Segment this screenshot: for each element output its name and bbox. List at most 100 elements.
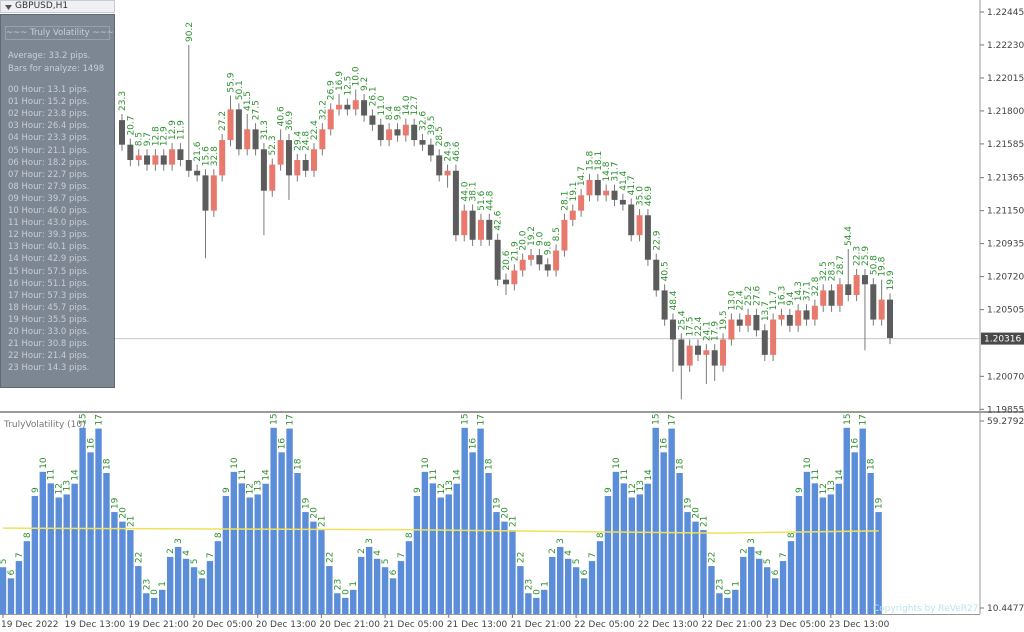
panel-hour-line: 06 Hour: 18.2 pips. — [8, 157, 90, 168]
panel-hour-line: 20 Hour: 33.0 pips. — [8, 327, 90, 337]
bar-label: 2 — [548, 548, 558, 554]
candle-label: 14.8 — [602, 161, 612, 181]
candle-body — [611, 190, 618, 200]
bar — [604, 495, 612, 614]
bar — [238, 483, 245, 614]
panel-hour-line: 22 Hour: 21.4 pips. — [8, 351, 90, 362]
bar — [119, 521, 126, 614]
candle-body — [127, 144, 134, 161]
candle-body — [528, 255, 535, 260]
bar-label: 17 — [477, 414, 487, 425]
bar — [763, 567, 771, 614]
candle-label: 11.9 — [176, 120, 186, 140]
bar — [541, 589, 548, 614]
bar — [198, 578, 206, 614]
bar — [246, 497, 253, 614]
candle-body — [269, 164, 276, 191]
bar-label: 16 — [469, 438, 479, 450]
bar — [87, 452, 94, 614]
bar-label: 13 — [636, 480, 646, 491]
bar-label: 3 — [556, 538, 566, 544]
bar-label: 12 — [819, 483, 829, 494]
bar-label: 8 — [23, 532, 33, 538]
bar-label: 17 — [286, 414, 296, 425]
candle-label: 29.4 — [293, 131, 303, 151]
bar-label: 11 — [811, 469, 821, 480]
bar-label: 11 — [238, 469, 248, 480]
y-tick-label: 1.21800 — [987, 107, 1024, 117]
panel-hour-line: 13 Hour: 40.1 pips. — [8, 242, 90, 253]
candle-label: 42.6 — [494, 210, 504, 230]
bar — [716, 593, 723, 614]
bar — [174, 546, 182, 614]
bar-label: 7 — [397, 552, 407, 558]
bar-label: 22 — [134, 552, 144, 563]
bar-label: 16 — [851, 438, 861, 450]
bar — [453, 483, 460, 614]
candle-label: 32.2 — [318, 100, 328, 120]
candle-body — [561, 219, 568, 251]
candle-body — [770, 319, 777, 355]
candle-body — [427, 144, 434, 156]
bar — [787, 541, 795, 614]
x-tick-label: 23 Dec 05:00 — [765, 620, 826, 630]
candle-body — [419, 140, 426, 145]
bar — [700, 530, 707, 614]
candle-body — [294, 160, 301, 176]
bar — [135, 566, 142, 614]
bar — [63, 494, 70, 614]
candle-body — [135, 155, 142, 161]
candle-label: 22.4 — [736, 290, 746, 310]
candle-label: 41.7 — [627, 175, 637, 195]
candle-label: 14.3 — [794, 281, 804, 301]
bar-label: 21 — [317, 516, 327, 527]
bar-label: 15 — [270, 413, 280, 424]
candle-label: 25.4 — [677, 310, 687, 330]
candle-label: 44.8 — [485, 190, 495, 210]
bar-label: 1 — [540, 581, 550, 587]
panel-hour-line: 08 Hour: 27.9 pips. — [8, 181, 90, 192]
candle-label: 24.1 — [702, 321, 712, 341]
candle-body — [202, 175, 209, 211]
bar — [557, 546, 564, 614]
bar-label: 19 — [110, 497, 120, 509]
y-tick-label: 1.22445 — [987, 8, 1024, 18]
candle-body — [227, 109, 234, 141]
candle-label: 46.9 — [644, 186, 654, 206]
bar — [286, 428, 293, 614]
bar-label: 15 — [652, 413, 662, 424]
bar-label: 14 — [644, 469, 654, 481]
panel-hour-line: 21 Hour: 30.8 pips. — [8, 339, 90, 350]
bar-label: 23 — [524, 579, 534, 590]
candle-label: 41.4 — [619, 170, 629, 190]
bar — [740, 556, 747, 614]
candle-label: 50.1 — [235, 80, 245, 100]
candle-body — [745, 314, 752, 326]
average-line — [2, 527, 879, 534]
candle-body — [486, 219, 493, 240]
panel-hour-line: 18 Hour: 45.7 pips. — [8, 302, 90, 313]
candle-label: 12.8 — [151, 126, 161, 146]
candle-body — [444, 170, 451, 176]
indicator-title: TrulyVolatility (10) — [3, 420, 86, 430]
candle-body — [194, 170, 201, 176]
bar — [771, 578, 779, 614]
candle-label: 20.7 — [126, 115, 136, 135]
symbol-tab[interactable]: GBPUSD,H1 — [0, 0, 115, 13]
bar — [477, 428, 484, 614]
y-tick-label: 1.21365 — [987, 174, 1024, 184]
candle-body — [169, 149, 176, 165]
bar-label: 16 — [660, 438, 670, 450]
y-tick-label: 1.21585 — [987, 140, 1024, 150]
candle-label: 36.9 — [285, 111, 295, 131]
panel-hour-line: 11 Hour: 43.0 pips. — [8, 218, 90, 229]
candle-body — [336, 104, 343, 110]
bar-label: 7 — [15, 552, 25, 558]
bar — [47, 483, 54, 614]
panel-hour-line: 12 Hour: 39.3 pips. — [8, 230, 90, 241]
candle-body — [411, 124, 418, 141]
bar — [230, 471, 238, 614]
bar-label: 19 — [684, 497, 694, 509]
bar — [278, 452, 285, 614]
bar-label: 2 — [739, 548, 749, 554]
